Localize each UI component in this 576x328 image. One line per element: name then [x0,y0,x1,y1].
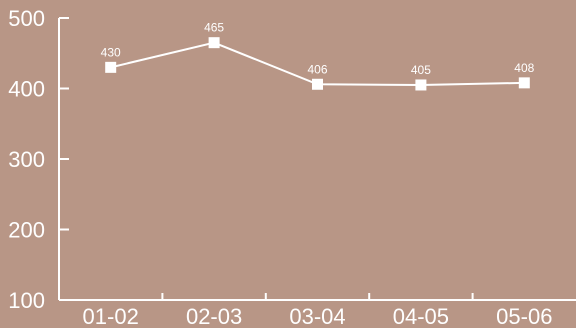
y-tick-label: 500 [8,6,45,31]
data-point-marker [105,61,117,73]
x-axis-ticks: 01-02 02-03 03-04 04-05 05-06 [83,293,552,328]
y-tick-label: 100 [8,288,45,313]
x-tick-label: 03-04 [289,304,345,328]
data-labels: 430 465 406 405 408 [101,21,535,77]
data-point-marker [415,79,427,91]
data-label: 408 [514,61,534,75]
data-label: 405 [411,63,431,77]
y-axis-ticks: 100 200 300 400 500 [8,6,69,313]
y-tick-label: 300 [8,147,45,172]
x-tick-label: 02-03 [186,304,242,328]
series-group [105,37,530,91]
data-label: 465 [204,21,224,35]
data-label: 406 [307,62,327,76]
data-point-marker [312,78,323,90]
y-tick-label: 400 [8,77,45,102]
data-point-marker [518,77,530,89]
data-point-marker [208,37,220,49]
y-tick-label: 200 [8,218,45,243]
x-tick-label: 04-05 [393,304,449,328]
x-tick-label: 05-06 [496,304,552,328]
x-tick-label: 01-02 [83,304,139,328]
data-label: 430 [101,45,121,59]
